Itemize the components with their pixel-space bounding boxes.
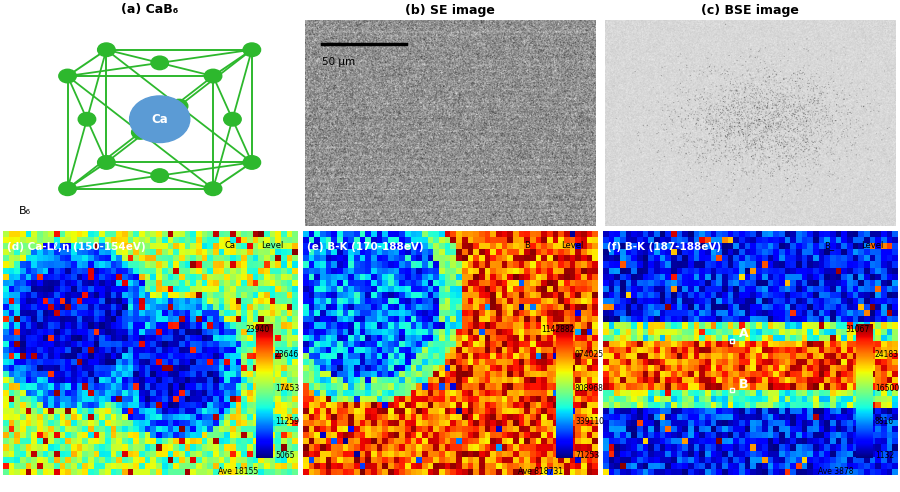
Text: 31067: 31067: [845, 325, 869, 334]
Text: 1132: 1132: [875, 451, 894, 460]
Text: Ca: Ca: [224, 241, 235, 250]
Text: (e) B-K (170-188eV): (e) B-K (170-188eV): [307, 242, 424, 252]
Text: 50 μm: 50 μm: [322, 57, 356, 67]
Text: Level: Level: [262, 241, 284, 250]
Text: Level: Level: [562, 241, 584, 250]
Circle shape: [204, 69, 221, 83]
Text: Ca: Ca: [151, 113, 168, 126]
Circle shape: [243, 43, 261, 57]
Circle shape: [58, 182, 76, 195]
Text: 11259: 11259: [275, 417, 299, 426]
Text: 1142882: 1142882: [541, 325, 574, 334]
Circle shape: [224, 113, 241, 126]
Circle shape: [243, 155, 261, 169]
Text: Ave 3878: Ave 3878: [818, 467, 853, 476]
Circle shape: [151, 56, 168, 70]
Text: (a) CaB₆: (a) CaB₆: [122, 2, 178, 16]
Text: B₆: B₆: [19, 206, 31, 216]
Circle shape: [151, 169, 168, 183]
Text: 23646: 23646: [275, 350, 299, 359]
Text: 23940: 23940: [246, 325, 270, 334]
Text: Ave 818731: Ave 818731: [518, 467, 562, 476]
Text: 808968: 808968: [575, 384, 604, 393]
Text: A: A: [739, 327, 749, 340]
Circle shape: [97, 155, 115, 169]
Circle shape: [130, 96, 190, 143]
Text: 074025: 074025: [575, 350, 604, 359]
Text: 71253: 71253: [575, 451, 599, 460]
Text: B: B: [740, 378, 749, 391]
Title: (b) SE image: (b) SE image: [405, 4, 495, 17]
Circle shape: [58, 69, 76, 83]
Circle shape: [78, 113, 95, 126]
Text: 8816: 8816: [875, 417, 894, 426]
Circle shape: [131, 125, 149, 139]
Text: Ave 18155: Ave 18155: [218, 467, 258, 476]
Text: 5065: 5065: [275, 451, 294, 460]
Text: 17453: 17453: [275, 384, 299, 393]
Text: (f) B-K (187-188eV): (f) B-K (187-188eV): [607, 242, 721, 252]
Text: 339110: 339110: [575, 417, 604, 426]
Text: 24183: 24183: [875, 350, 899, 359]
Text: B: B: [524, 241, 530, 250]
Circle shape: [97, 43, 115, 57]
Text: 16500: 16500: [875, 384, 899, 393]
Text: B_: B_: [824, 241, 834, 250]
Circle shape: [204, 182, 221, 195]
Title: (c) BSE image: (c) BSE image: [701, 4, 799, 17]
Text: Level: Level: [861, 241, 884, 250]
Text: (d) Ca-Lℓ,η (150-154eV): (d) Ca-Lℓ,η (150-154eV): [7, 242, 146, 252]
Circle shape: [170, 99, 188, 113]
